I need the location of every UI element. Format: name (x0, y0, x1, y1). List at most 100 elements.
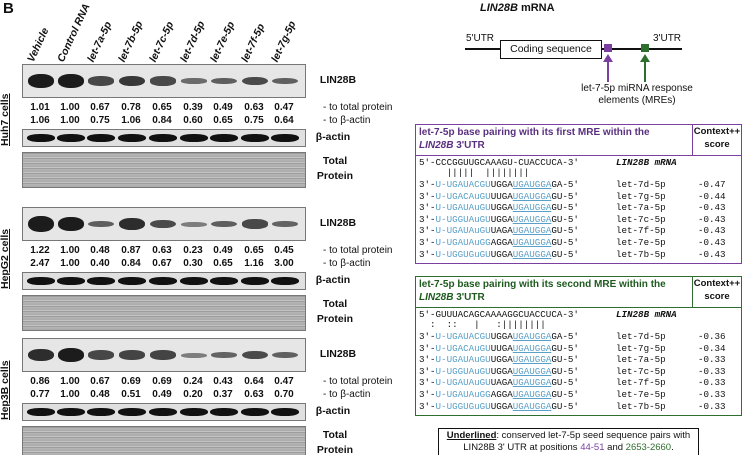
mre1-box (604, 44, 612, 52)
total-protein-blot (22, 426, 306, 455)
quant-value: 0.51 (121, 389, 141, 400)
actin-band (149, 277, 177, 285)
mirna-sequence: 3'-U-UGACAuGUUUGAUGAUGGAGU-5' (419, 190, 579, 202)
footnote-pos2: 2653-2660 (625, 442, 672, 453)
mirna-sequence: 3'-U-UGAUAuGUUAGAUGAUGGAGU-5' (419, 225, 579, 237)
pairing-marks: ||||| |||||||| (419, 167, 530, 178)
footnote-and: and (604, 442, 626, 453)
mirna-name: let-7b-5p (616, 248, 666, 260)
lin28b-band (28, 73, 54, 89)
total-protein-texture (23, 427, 305, 455)
quant-value: 1.22 (30, 245, 50, 256)
lin28b-band (150, 76, 176, 86)
quant-value: 0.84 (121, 258, 141, 269)
quant-value: 0.64 (274, 115, 294, 126)
quant-value: 0.65 (152, 102, 172, 113)
actin-band (271, 408, 299, 416)
box1-score-header: Context++ score (692, 125, 741, 155)
quant-value: 0.64 (244, 376, 264, 387)
lin28b-band (150, 219, 176, 229)
mirna-row: 3'-U-UGGUGuGUUGGAUGAUGGAGU-5' (419, 401, 579, 412)
quant-value: 0.43 (213, 376, 233, 387)
mirna-row: 3'-U-UGAUAuGUUAGAUGAUGGAGU-5' (419, 225, 579, 236)
pairing-marks: : :: | :|||||||| (419, 319, 546, 330)
mirna-row: 3'-U-UGGUAuGUUGGAUGAUGGAGU-5' (419, 214, 579, 225)
footnote-pos1: 44-51 (580, 442, 605, 453)
quant-value: 0.45 (274, 245, 294, 256)
lane-label: let-7g-5p (269, 19, 299, 64)
total-protein-label-2: Protein (316, 313, 354, 325)
mirna-name: let-7f-5p (616, 377, 666, 389)
mirna-sequence: 3'-U-UGAUAuGGAGGAUGAUGGAGU-5' (419, 389, 579, 400)
utr5-label: 5'UTR (466, 33, 495, 44)
mirna-name: let-7a-5p (616, 354, 666, 366)
quant-value: 0.47 (274, 102, 294, 113)
context-score: -0.36 (698, 331, 726, 342)
lin28b-blot (22, 64, 306, 98)
mirna-row: 3'-U-UGAUACGUUGGAUGAUGGAGA-5' (419, 331, 579, 342)
context-score: -0.43 (698, 248, 726, 260)
mrna-5utr-line (465, 48, 501, 50)
context-score: -0.47 (698, 179, 726, 190)
mirna-sequence: 3'-U-UGAUAuGGAGGAUGAUGGAGU-5' (419, 237, 579, 248)
mirna-sequence: 3'-U-UGAUACGUUGGAUGAUGGAGA-5' (419, 179, 579, 190)
target-sequence: 5'-GUUUACAGCAAAAGGCUACCUCA-3' (419, 309, 579, 320)
quant-label: - to total protein (323, 245, 393, 256)
mirna-row: 3'-U-UGACAuGUUUGAUGAUGGAGU-5' (419, 343, 579, 354)
footnote-text: : conserved let-7-5p seed sequence pairs… (463, 430, 691, 453)
quant-value: 0.86 (30, 376, 50, 387)
mirna-row: 3'-U-UGACAuGUUUGAUGAUGGAGU-5' (419, 191, 579, 202)
footnote: Underlined: conserved let-7-5p seed sequ… (438, 428, 699, 455)
quant-value: 2.47 (30, 258, 50, 269)
actin-band (180, 408, 208, 416)
context-score: -0.33 (698, 365, 726, 377)
actin-band (118, 134, 146, 142)
mirna-name: let-7d-5p (616, 179, 666, 190)
actin-band (57, 277, 85, 285)
box1-header: let-7-5p base pairing with its first MRE… (416, 125, 741, 156)
context-score: -0.43 (698, 237, 726, 248)
mre-arrows (603, 54, 650, 82)
quant-label: - to total protein (323, 376, 393, 387)
quant-value: 0.49 (213, 245, 233, 256)
mirna-sequence: 3'-U-UGGUGuGUUGGAUGAUGGAGU-5' (419, 248, 579, 260)
mirna-name: let-7d-5p (616, 331, 666, 342)
lane-label: Vehicle (25, 25, 52, 65)
lin28b-blot (22, 338, 306, 372)
total-protein-blot (22, 295, 306, 331)
mirna-sequence: 3'-U-UGGUGuGUUGGAUGAUGGAGU-5' (419, 400, 579, 412)
cell-line-label: Huh7 cells (0, 93, 11, 146)
quant-row-actin: 2.47 1.00 0.40 0.84 0.67 0.30 0.65 1.16 3.00 - to… (22, 258, 462, 270)
mirna-name: let-7b-5p (616, 400, 666, 412)
total-protein-texture (23, 296, 305, 330)
mre1-arrowhead (603, 54, 613, 62)
context-score: -0.43 (698, 213, 726, 225)
quant-label: - to β-actin (323, 389, 371, 400)
box2-title: let-7-5p base pairing with its second MR… (419, 278, 684, 304)
quant-label: - to total protein (323, 102, 393, 113)
context-score: -0.34 (698, 342, 726, 354)
quant-value: 0.20 (183, 389, 203, 400)
lin28b-label: LIN28B (319, 217, 357, 229)
lin28b-band (272, 77, 298, 85)
mirna-row: 3'-U-UGAUAuGUUGGAUGAUGGAGU-5' (419, 202, 579, 213)
quant-row-actin: 1.06 1.00 0.75 1.06 0.84 0.60 0.65 0.75 0.64 - to… (22, 115, 462, 127)
actin-band (27, 277, 55, 285)
quant-value: 0.63 (152, 245, 172, 256)
lin28b-band (119, 350, 145, 360)
lin28b-band (272, 220, 298, 228)
total-protein-label-1: Total (322, 155, 348, 167)
quant-value: 0.47 (274, 376, 294, 387)
box2-title-b: 3'UTR (453, 292, 485, 303)
actin-band (241, 134, 269, 142)
quant-value: 0.75 (90, 115, 110, 126)
quant-value: 3.00 (274, 258, 294, 269)
utr3-label: 3'UTR (653, 33, 682, 44)
quant-label: - to β-actin (323, 115, 371, 126)
actin-band (180, 134, 208, 142)
actin-band (241, 277, 269, 285)
mirna-name: let-7a-5p (616, 202, 666, 214)
actin-band (118, 408, 146, 416)
quant-value: 0.65 (213, 258, 233, 269)
quant-value: 0.63 (244, 102, 264, 113)
